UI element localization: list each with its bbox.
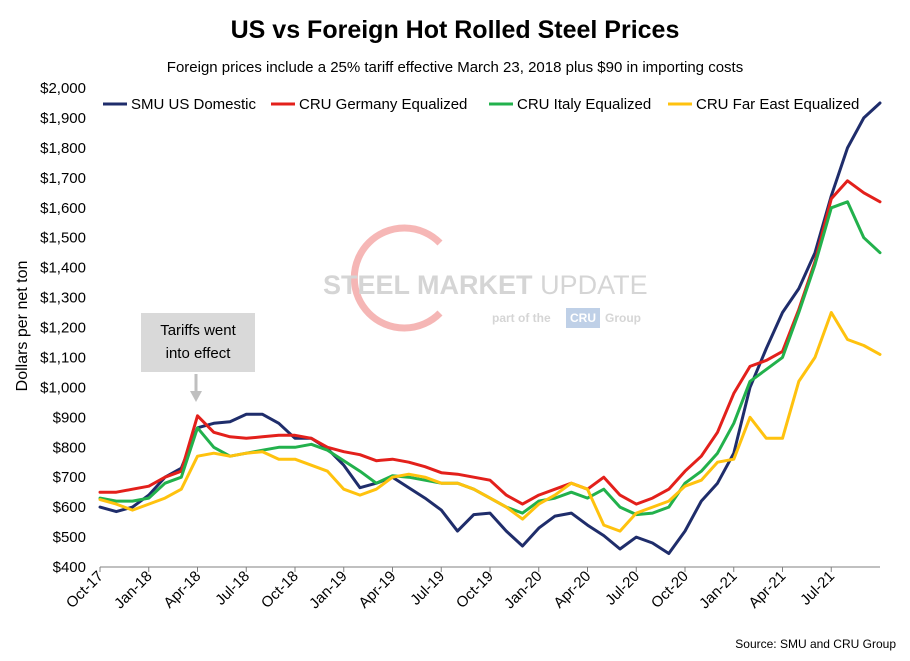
x-tick-label: Apr-18 <box>160 568 204 612</box>
x-tick-label: Jul-19 <box>407 568 448 609</box>
series-lines <box>98 101 882 555</box>
legend-label: CRU Far East Equalized <box>696 96 859 113</box>
x-tick-label: Apr-19 <box>355 568 399 612</box>
x-tick-label: Jul-21 <box>797 568 838 609</box>
tariff-annotation: Tariffs went into effect <box>141 313 255 402</box>
legend: SMU US Domestic CRU Germany Equalized CRU … <box>103 96 859 113</box>
x-tick-label: Jul-20 <box>602 568 643 609</box>
source-note: Source: SMU and CRU Group <box>735 637 896 651</box>
x-tick-label: Oct-19 <box>453 568 497 612</box>
x-tick-label: Jan-18 <box>111 568 155 612</box>
x-axis-ticks: Oct-17 Jan-18 Apr-18 Jul-18 Oct-18 Jan-19 Apr-… <box>63 567 838 612</box>
y-axis-title: Dollars per net ton <box>14 261 31 392</box>
y-tick-label: $1,000 <box>40 379 86 396</box>
y-tick-label: $600 <box>53 499 86 516</box>
annotation-arrow-head <box>190 391 202 402</box>
legend-label: CRU Germany Equalized <box>299 96 467 113</box>
y-tick-label: $1,300 <box>40 290 86 307</box>
svg-text:Group: Group <box>605 311 641 325</box>
x-tick-label: Jan-21 <box>696 568 740 612</box>
x-tick-label: Oct-20 <box>648 568 692 612</box>
x-tick-label: Jan-20 <box>501 568 545 612</box>
x-tick-label: Apr-21 <box>745 568 789 612</box>
annotation-line-2: into effect <box>166 345 232 362</box>
svg-text:CRU: CRU <box>570 311 596 325</box>
annotation-box <box>141 313 255 372</box>
y-axis-ticks: $400 $500 $600 $700 $800 $900 $1,000 $1,100 $1,2… <box>40 80 86 576</box>
series-germany <box>98 179 882 506</box>
x-tick-label: Jul-18 <box>212 568 253 609</box>
series-far-east <box>98 311 882 533</box>
y-tick-label: $1,200 <box>40 320 86 337</box>
series-us-domestic <box>98 101 882 555</box>
y-tick-label: $1,900 <box>40 110 86 127</box>
y-tick-label: $400 <box>53 559 86 576</box>
chart-title: US vs Foreign Hot Rolled Steel Prices <box>231 16 680 44</box>
legend-label: CRU Italy Equalized <box>517 96 651 113</box>
svg-text:STEEL MARKET UPDATE: STEEL MARKET UPDATE <box>323 270 648 300</box>
y-tick-label: $1,500 <box>40 230 86 247</box>
x-tick-label: Jan-19 <box>306 568 350 612</box>
watermark-logo: STEEL MARKET UPDATE part of the CRU Grou… <box>323 224 648 332</box>
y-tick-label: $1,400 <box>40 260 86 277</box>
svg-text:part of the: part of the <box>492 311 551 325</box>
x-tick-label: Oct-18 <box>258 568 302 612</box>
y-tick-label: $700 <box>53 469 86 486</box>
y-tick-label: $2,000 <box>40 80 86 97</box>
y-tick-label: $1,100 <box>40 349 86 366</box>
annotation-line-1: Tariffs went <box>160 322 236 339</box>
y-tick-label: $800 <box>53 439 86 456</box>
legend-label: SMU US Domestic <box>131 96 257 113</box>
chart-subtitle: Foreign prices include a 25% tariff effe… <box>167 59 743 76</box>
y-tick-label: $1,800 <box>40 140 86 157</box>
y-tick-label: $1,700 <box>40 170 86 187</box>
y-tick-label: $900 <box>53 409 86 426</box>
y-tick-label: $500 <box>53 529 86 546</box>
x-tick-label: Apr-20 <box>550 568 594 612</box>
y-tick-label: $1,600 <box>40 200 86 217</box>
